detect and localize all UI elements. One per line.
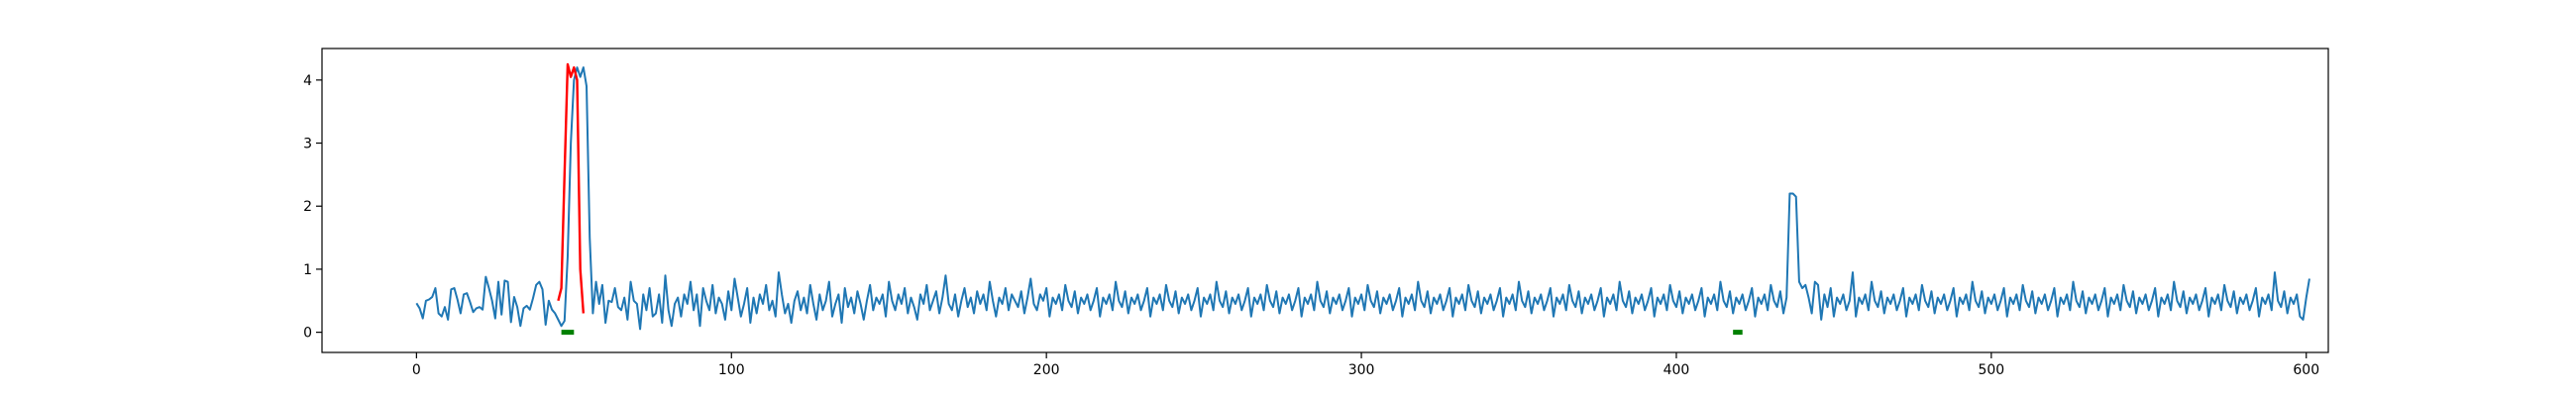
x-tick-label: 200 xyxy=(1033,362,1060,378)
y-tick-label: 0 xyxy=(303,326,312,342)
x-tick-label: 400 xyxy=(1664,362,1690,378)
axis-layer: 0 100 200 300 400 500 600 0 1 2 3 4 xyxy=(303,73,2319,378)
series-line-main xyxy=(415,66,2310,331)
x-tick-label: 100 xyxy=(718,362,745,378)
y-tick-label: 2 xyxy=(303,199,312,215)
x-tick-label: 500 xyxy=(1978,362,2004,378)
plot-frame xyxy=(321,48,2329,353)
x-tick-label: 0 xyxy=(412,362,421,378)
series-line-anomaly xyxy=(557,62,586,314)
x-tick-label: 300 xyxy=(1348,362,1375,378)
y-tick-label: 3 xyxy=(303,137,312,152)
x-tick-label: 600 xyxy=(2293,362,2319,378)
y-tick-label: 1 xyxy=(303,262,312,278)
y-tick-label: 4 xyxy=(303,73,312,89)
series-layer xyxy=(415,62,2310,331)
